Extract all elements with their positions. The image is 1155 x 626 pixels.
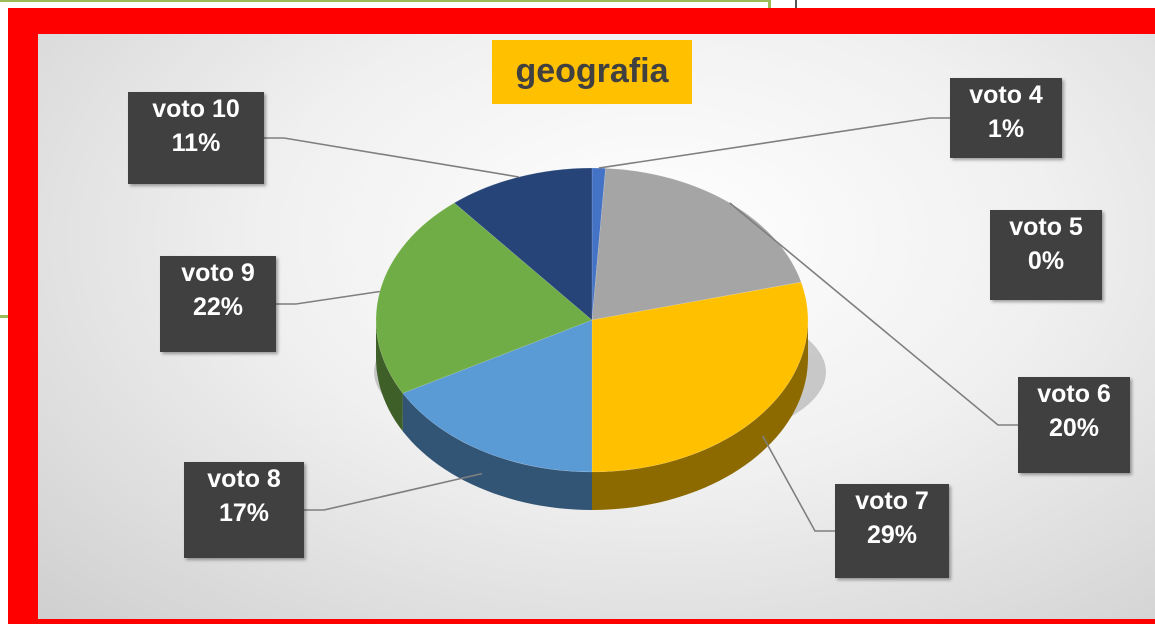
data-label-voto-10: voto 10 11% — [128, 92, 264, 184]
data-label-voto-7: voto 7 29% — [835, 484, 949, 578]
data-label-value: 0% — [1027, 247, 1065, 275]
leader-line-voto-8 — [304, 472, 483, 511]
pie-side-voto-8 — [402, 393, 592, 510]
decorative-line — [0, 0, 770, 2]
pie-slice-voto-9 — [375, 202, 593, 394]
leader-lines — [264, 117, 1018, 532]
data-label-voto-8: voto 8 17% — [184, 462, 304, 558]
data-label-category: voto 5 — [1009, 213, 1083, 241]
data-label-value: 22% — [192, 293, 244, 321]
data-label-voto-4: voto 4 1% — [950, 78, 1062, 158]
pie-slice-voto-6 — [591, 168, 802, 321]
data-label-voto-6: voto 6 20% — [1018, 377, 1130, 473]
leader-line-voto-6 — [729, 202, 1018, 426]
data-label-category: voto 4 — [969, 81, 1043, 109]
data-label-category: voto 7 — [855, 487, 929, 515]
data-label-value: 11% — [171, 129, 221, 157]
data-label-category: voto 6 — [1037, 380, 1111, 408]
decorative-line — [795, 0, 797, 10]
data-label-value: 29% — [866, 521, 918, 549]
data-label-category: voto 8 — [207, 465, 281, 493]
pie-side-voto-9 — [376, 320, 403, 432]
leader-line-voto-4 — [598, 117, 950, 169]
data-label-category: voto 10 — [152, 95, 240, 123]
chart-title: geografia — [492, 40, 692, 104]
leader-line-voto-9 — [276, 290, 380, 305]
pie-slice-voto-10 — [453, 167, 593, 321]
pie-side-voto-7 — [592, 320, 808, 510]
data-label-voto-5: voto 5 0% — [990, 210, 1102, 300]
data-label-value: 20% — [1048, 414, 1100, 442]
leader-line-voto-7 — [761, 435, 835, 532]
pie-slice-voto-8 — [402, 319, 593, 473]
pie-slice-voto-7 — [591, 281, 809, 473]
data-label-category: voto 9 — [181, 259, 255, 287]
leader-line-voto-10 — [264, 137, 519, 178]
data-label-value: 17% — [218, 499, 270, 527]
data-label-voto-9: voto 9 22% — [160, 256, 276, 352]
pie-slices — [375, 167, 809, 473]
data-label-value: 1% — [987, 115, 1025, 143]
